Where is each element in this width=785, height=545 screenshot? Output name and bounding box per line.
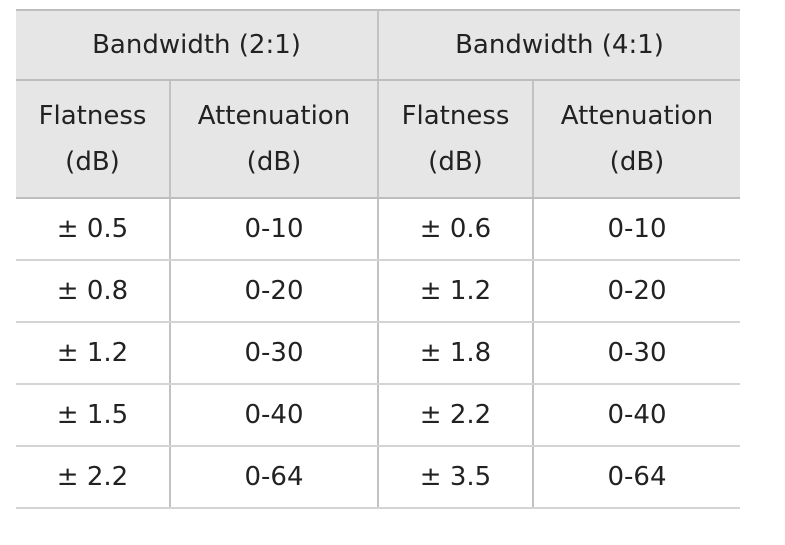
column-header-unit: (dB) [246,147,302,177]
table-cell: 0-64 [533,446,740,509]
table-cell: ± 2.2 [378,384,534,447]
table-cell: 0-10 [533,198,740,261]
table-row: ± 2.2 0-64 ± 3.5 0-64 [16,446,740,509]
table-cell: 0-20 [533,260,740,323]
table-cell: ± 0.5 [16,198,171,261]
column-header-flatness-4-1: Flatness (dB) [378,80,534,199]
table-cell: ± 0.8 [16,260,171,323]
table-cell: ± 3.5 [378,446,534,509]
table-row: ± 1.2 0-30 ± 1.8 0-30 [16,322,740,385]
table-cell: 0-40 [533,384,740,447]
column-header-text: Flatness [38,101,147,131]
table-body: ± 0.5 0-10 ± 0.6 0-10 ± 0.8 0-20 ± 1.2 0… [16,198,740,509]
table-cell: ± 1.2 [16,322,171,385]
sub-header-row: Flatness (dB) Attenuation (dB) Flatness … [16,80,740,199]
group-header-bandwidth-4-1: Bandwidth (4:1) [378,9,740,81]
table-cell: 0-40 [170,384,379,447]
table-row: ± 0.5 0-10 ± 0.6 0-10 [16,198,740,261]
group-header-bandwidth-2-1: Bandwidth (2:1) [16,9,379,81]
table-row: ± 0.8 0-20 ± 1.2 0-20 [16,260,740,323]
table-cell: 0-20 [170,260,379,323]
group-header-row: Bandwidth (2:1) Bandwidth (4:1) [16,9,740,81]
column-header-text: Attenuation [560,101,714,131]
column-header-flatness-2-1: Flatness (dB) [16,80,171,199]
table-cell: ± 1.5 [16,384,171,447]
table-cell: ± 1.2 [378,260,534,323]
table-cell: 0-10 [170,198,379,261]
table-cell: ± 0.6 [378,198,534,261]
table-cell: ± 1.8 [378,322,534,385]
table-cell: 0-30 [170,322,379,385]
table-header: Bandwidth (2:1) Bandwidth (4:1) Flatness… [16,9,740,199]
column-header-attenuation-2-1: Attenuation (dB) [170,80,379,199]
column-header-attenuation-4-1: Attenuation (dB) [533,80,740,199]
table-cell: ± 2.2 [16,446,171,509]
table-row: ± 1.5 0-40 ± 2.2 0-40 [16,384,740,447]
column-header-text: Flatness [401,101,510,131]
spec-table: Bandwidth (2:1) Bandwidth (4:1) Flatness… [16,9,740,509]
column-header-unit: (dB) [65,147,120,177]
column-header-unit: (dB) [428,147,483,177]
column-header-text: Attenuation [197,101,351,131]
table-cell: 0-64 [170,446,379,509]
column-header-unit: (dB) [609,147,665,177]
table-cell: 0-30 [533,322,740,385]
